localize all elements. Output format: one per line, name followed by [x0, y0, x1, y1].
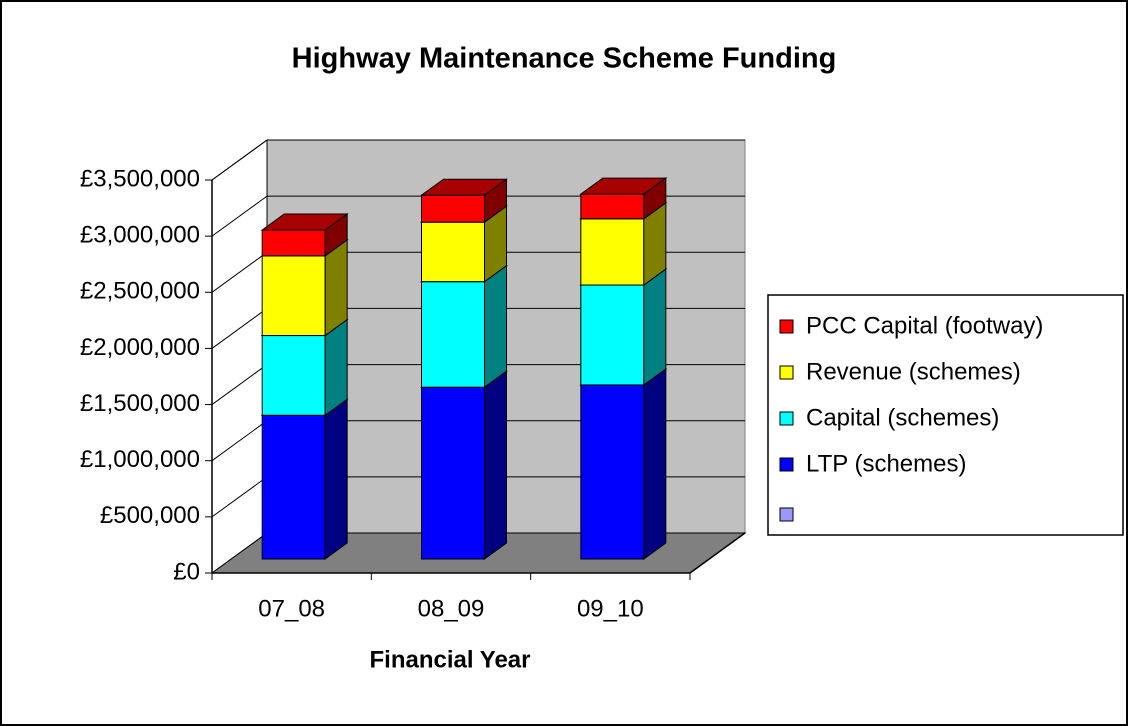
bar-front — [580, 218, 645, 286]
x-tick-label: 07_08 — [258, 595, 325, 622]
bar-side — [324, 318, 348, 417]
grid-line — [211, 364, 268, 405]
x-axis — [689, 532, 746, 574]
y-tick-label: £3,000,000 — [80, 221, 200, 248]
grid-line — [211, 420, 268, 462]
grid-line — [211, 195, 268, 237]
grid-line — [211, 251, 268, 293]
bar-front — [580, 284, 645, 386]
bar-front — [421, 386, 485, 560]
legend-box — [767, 294, 1124, 536]
bar-side — [643, 367, 667, 560]
bar-front — [261, 335, 326, 416]
bar-side — [484, 370, 507, 560]
bar-front — [261, 255, 326, 337]
bar-top — [419, 178, 509, 196]
bar-front — [261, 229, 326, 257]
y-tick-label: £1,500,000 — [80, 390, 200, 417]
grid-line — [211, 139, 268, 181]
legend-label: PCC Capital (footway) — [806, 312, 1043, 339]
bar-side — [324, 398, 348, 560]
legend-swatch — [779, 319, 794, 334]
legend-label: LTP (schemes) — [806, 450, 967, 477]
y-tick-label: £3,500,000 — [80, 165, 200, 192]
y-tick-label: £2,500,000 — [80, 278, 200, 305]
legend-swatch — [779, 365, 794, 380]
bar-front — [421, 194, 485, 223]
x-tick-label: 09_10 — [577, 595, 644, 622]
y-tick-label: £0 — [173, 558, 200, 585]
x-axis-title: Financial Year — [370, 646, 531, 673]
legend-label: Capital (schemes) — [806, 404, 999, 431]
bar-front — [421, 221, 485, 283]
legend-label: Revenue (schemes) — [806, 358, 1021, 385]
chart-title: Highway Maintenance Scheme Funding — [292, 43, 837, 75]
x-tick-label: 08_09 — [418, 595, 485, 622]
legend-swatch — [779, 411, 794, 426]
bar-front — [421, 281, 485, 388]
side-wall — [211, 139, 268, 574]
bar-side — [324, 238, 348, 337]
y-tick-label: £2,000,000 — [80, 334, 200, 361]
bar-top — [579, 177, 668, 195]
bar-front — [580, 384, 645, 560]
y-tick-label: £500,000 — [100, 502, 200, 529]
grid-line — [211, 308, 268, 349]
bar-side — [484, 264, 507, 389]
legend-swatch — [779, 507, 794, 522]
bar-front — [580, 193, 645, 220]
grid-line — [211, 476, 268, 518]
legend-swatch — [779, 457, 794, 472]
bar-top — [260, 213, 349, 231]
bar-front — [261, 414, 326, 560]
bar-side — [643, 268, 667, 386]
y-tick-label: £1,000,000 — [80, 446, 200, 473]
